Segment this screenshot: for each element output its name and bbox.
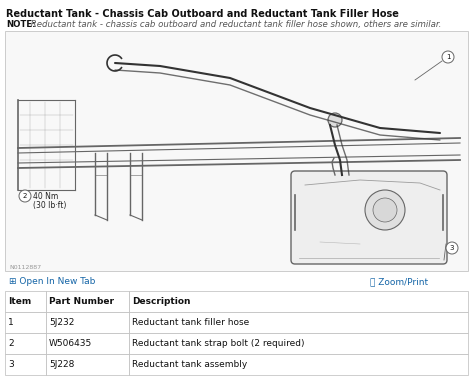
Text: Reductant Tank - Chassis Cab Outboard and Reductant Tank Filler Hose: Reductant Tank - Chassis Cab Outboard an…: [6, 9, 399, 19]
Bar: [5, 31, 468, 271]
Text: W506435: W506435: [49, 339, 92, 348]
Text: 2: 2: [8, 339, 14, 348]
Circle shape: [365, 190, 405, 230]
Bar: [129, 312, 468, 333]
Text: 🔍 Zoom/Print: 🔍 Zoom/Print: [370, 277, 428, 286]
Bar: [46, 291, 129, 312]
Text: Reductant tank strap bolt (2 required): Reductant tank strap bolt (2 required): [132, 339, 304, 348]
Circle shape: [446, 242, 458, 254]
Bar: [46, 354, 129, 375]
Text: N0112887: N0112887: [9, 265, 41, 270]
Text: 5J232: 5J232: [49, 318, 74, 327]
Text: 40 Nm: 40 Nm: [33, 192, 58, 201]
Text: 5J228: 5J228: [49, 360, 74, 369]
Text: (30 lb·ft): (30 lb·ft): [33, 201, 66, 210]
Bar: [129, 333, 468, 354]
Circle shape: [19, 190, 31, 202]
Bar: [46, 333, 129, 354]
Bar: [5, 312, 46, 333]
Text: 1: 1: [8, 318, 14, 327]
Text: 2: 2: [23, 193, 27, 199]
Text: Description: Description: [132, 297, 191, 306]
Bar: [129, 354, 468, 375]
Text: 1: 1: [446, 54, 450, 60]
Text: Part Number: Part Number: [49, 297, 114, 306]
Text: Reductant tank filler hose: Reductant tank filler hose: [132, 318, 249, 327]
Bar: [129, 291, 468, 312]
Circle shape: [328, 113, 342, 127]
Text: ⊞ Open In New Tab: ⊞ Open In New Tab: [9, 277, 95, 286]
Text: Item: Item: [8, 297, 31, 306]
Circle shape: [373, 198, 397, 222]
Bar: [5, 291, 46, 312]
Circle shape: [442, 51, 454, 63]
FancyBboxPatch shape: [291, 171, 447, 264]
Text: Reductant tank assembly: Reductant tank assembly: [132, 360, 247, 369]
Text: 3: 3: [8, 360, 14, 369]
Bar: [5, 354, 46, 375]
Bar: [5, 333, 46, 354]
Text: 3: 3: [450, 245, 454, 251]
Bar: [46, 312, 129, 333]
Text: Reductant tank - chassis cab outboard and reductant tank filler hose shown, othe: Reductant tank - chassis cab outboard an…: [28, 20, 441, 29]
Text: NOTE:: NOTE:: [6, 20, 36, 29]
